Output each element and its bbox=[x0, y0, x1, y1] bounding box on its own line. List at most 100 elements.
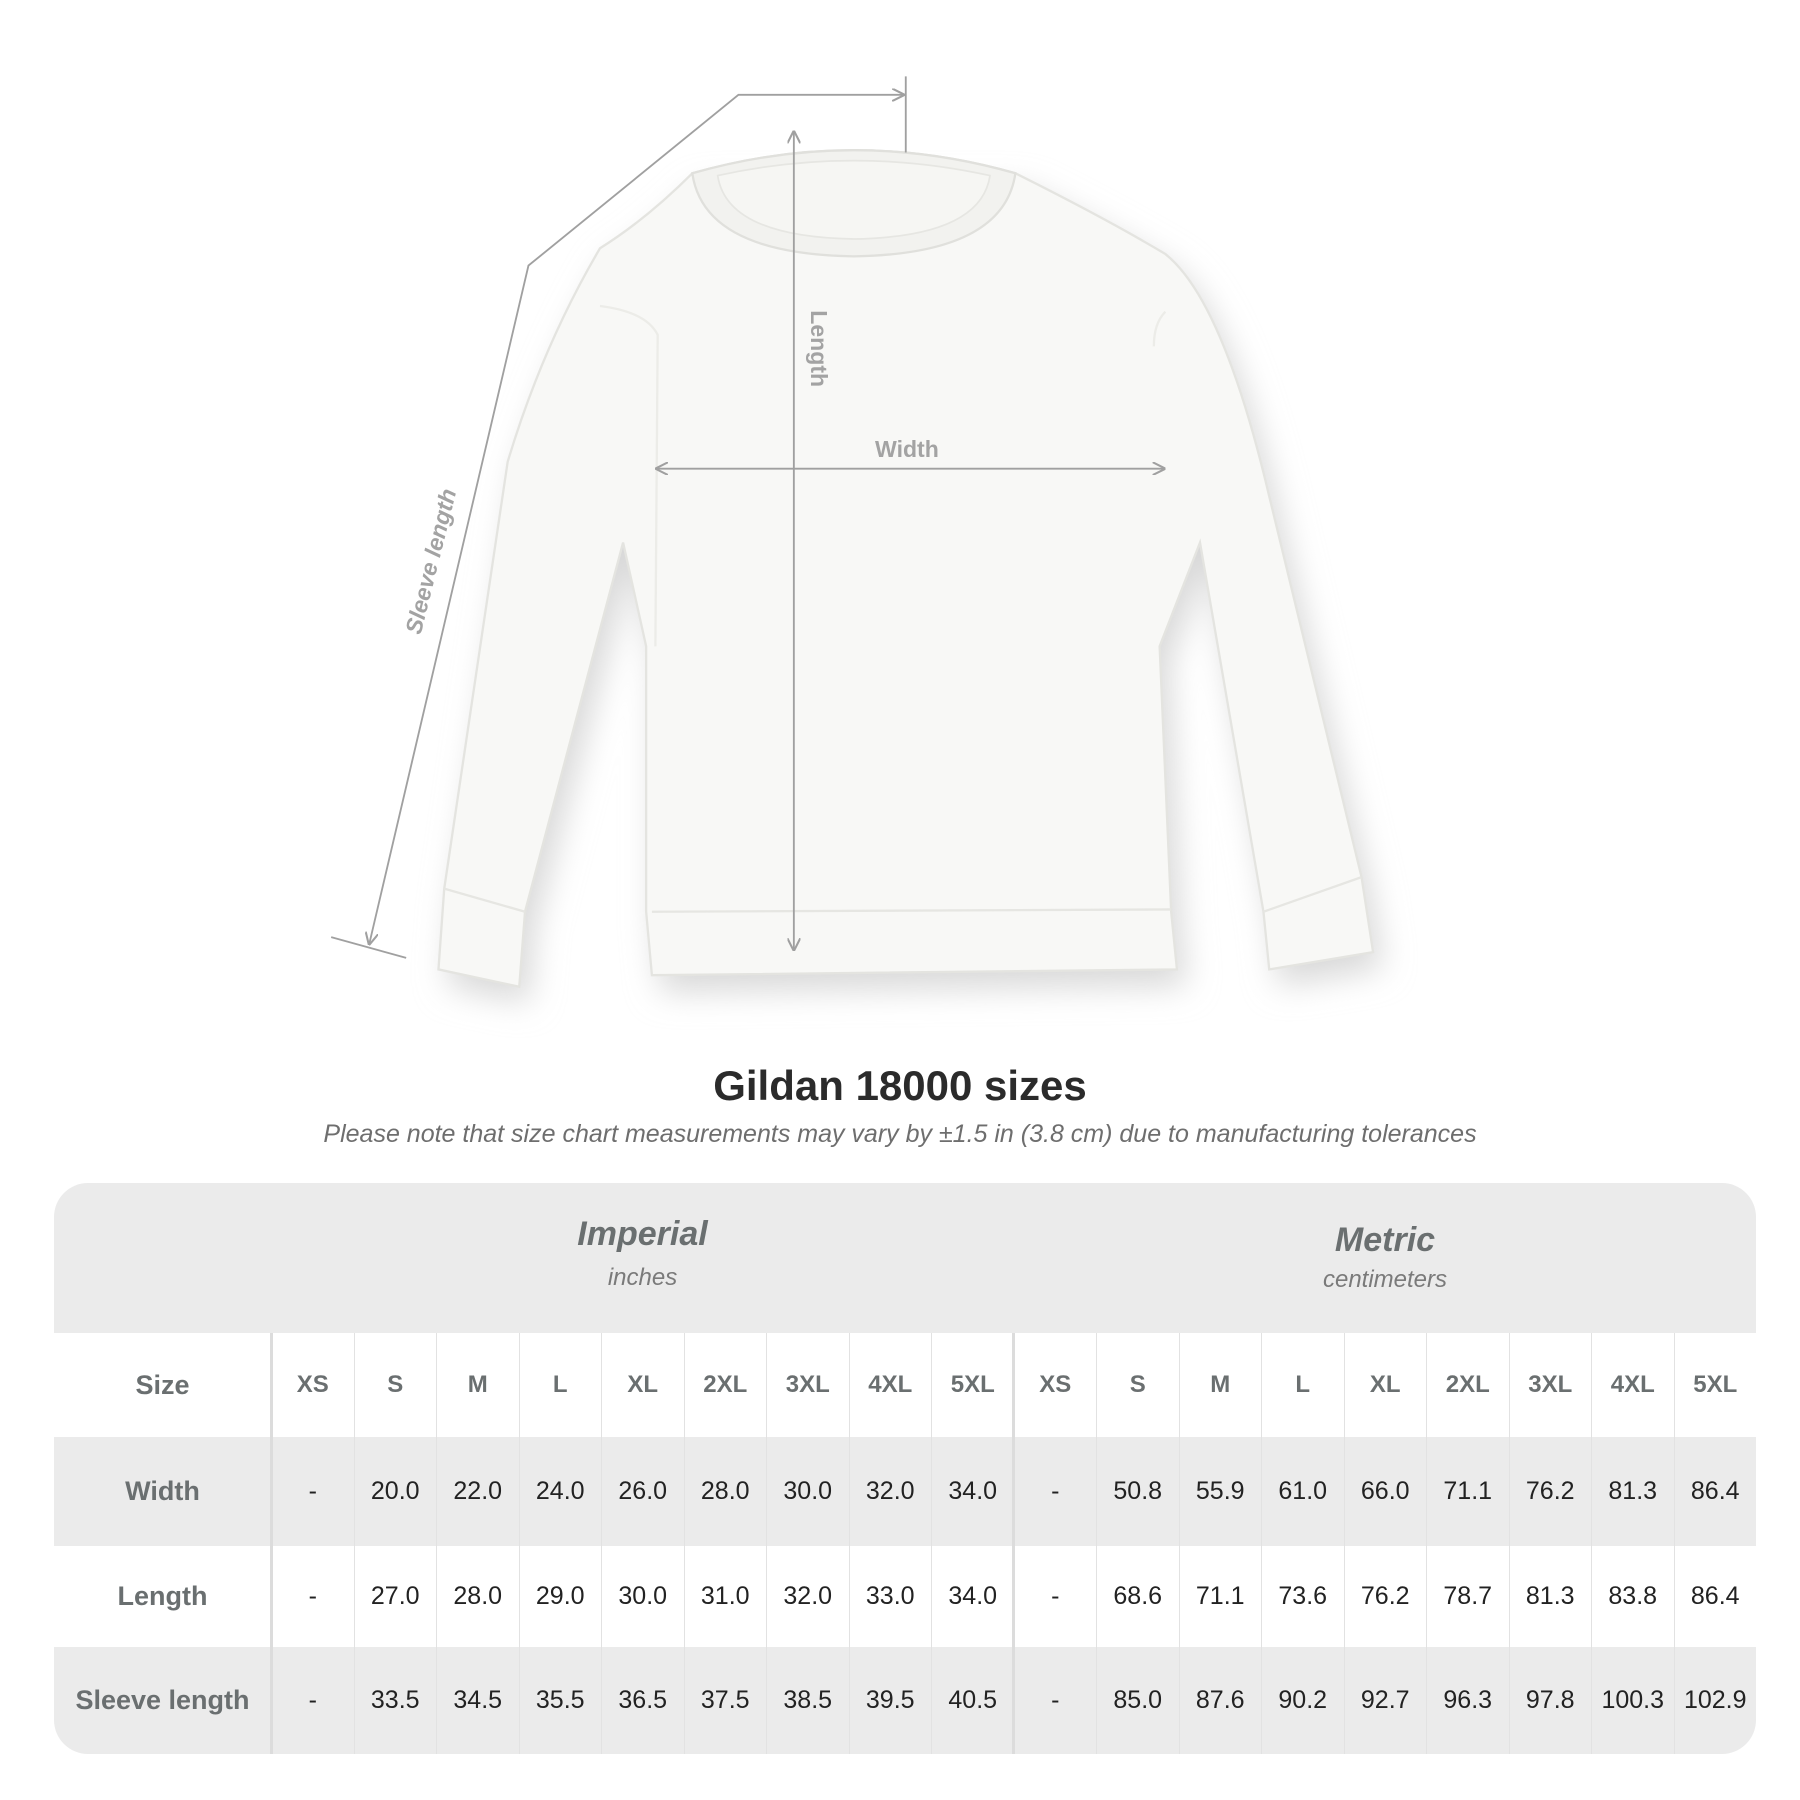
size-label: Size bbox=[135, 1369, 190, 1400]
value-cell: 81.3 bbox=[1508, 1546, 1592, 1647]
value-cell: 33.5 bbox=[353, 1647, 437, 1754]
value-cell: 66.0 bbox=[1343, 1437, 1427, 1546]
value-cell: 86.4 bbox=[1673, 1546, 1757, 1647]
size-header-cell: M bbox=[1178, 1333, 1262, 1437]
value-cell: 90.2 bbox=[1261, 1647, 1344, 1754]
value-cell: 32.0 bbox=[848, 1437, 932, 1546]
size-header-cell: 4XL bbox=[848, 1333, 932, 1437]
value-cell: 83.8 bbox=[1591, 1546, 1674, 1647]
metric-header: Metric centimeters bbox=[1014, 1183, 1756, 1333]
size-header-cell: XL bbox=[1343, 1333, 1427, 1437]
value-cell: - bbox=[1013, 1647, 1097, 1754]
table-row: Sleeve length -33.5 34.5 35.5 36.5 37.5 38.5 3… bbox=[54, 1647, 1756, 1754]
size-header-cell: M bbox=[436, 1333, 519, 1437]
size-header-cell: S bbox=[353, 1333, 437, 1437]
value-cell: 29.0 bbox=[518, 1546, 602, 1647]
value-cell: 31.0 bbox=[683, 1546, 767, 1647]
measurement-lines bbox=[330, 76, 1164, 959]
row-label: Length bbox=[117, 1581, 208, 1611]
value-cell: - bbox=[1013, 1546, 1097, 1647]
value-cell: 55.9 bbox=[1178, 1437, 1262, 1546]
sleeve-bottom-tick bbox=[330, 936, 407, 959]
imperial-title: Imperial bbox=[577, 1215, 708, 1253]
value-cell: 76.2 bbox=[1508, 1437, 1592, 1546]
size-header-cell: 2XL bbox=[1426, 1333, 1509, 1437]
size-header-cell: 4XL bbox=[1591, 1333, 1674, 1437]
size-header-cell: 3XL bbox=[766, 1333, 849, 1437]
value-cell: 35.5 bbox=[518, 1647, 602, 1754]
row-band bbox=[54, 1437, 1756, 1546]
row-band bbox=[54, 1647, 1756, 1754]
value-cell: 22.0 bbox=[436, 1437, 519, 1546]
value-cell: 37.5 bbox=[683, 1647, 767, 1754]
value-cell: 26.0 bbox=[601, 1437, 684, 1546]
sleeve-line bbox=[369, 95, 903, 944]
value-cell: 39.5 bbox=[848, 1647, 932, 1754]
size-header-cell: L bbox=[1261, 1333, 1344, 1437]
size-header-cell: 3XL bbox=[1508, 1333, 1592, 1437]
sweatshirt-illustration: Length Width Sleeve length bbox=[330, 76, 1383, 1003]
value-cell: 71.1 bbox=[1178, 1546, 1262, 1647]
page-title: Gildan 18000 sizes bbox=[713, 1062, 1087, 1109]
value-cell: - bbox=[271, 1546, 354, 1647]
value-cell: 34.0 bbox=[931, 1437, 1014, 1546]
value-cell: 86.4 bbox=[1673, 1437, 1757, 1546]
value-cell: 97.8 bbox=[1508, 1647, 1592, 1754]
value-cell: 100.3 bbox=[1591, 1647, 1674, 1754]
imperial-header: Imperial inches bbox=[271, 1183, 1014, 1333]
value-cell: 20.0 bbox=[353, 1437, 437, 1546]
value-cell: 81.3 bbox=[1591, 1437, 1674, 1546]
value-cell: 40.5 bbox=[931, 1647, 1014, 1754]
column-divider bbox=[270, 1333, 273, 1754]
length-label: Length bbox=[806, 310, 832, 387]
row-label: Width bbox=[125, 1476, 200, 1506]
size-header-cell: XS bbox=[1013, 1333, 1097, 1437]
value-cell: 73.6 bbox=[1261, 1546, 1344, 1647]
value-cell: 34.5 bbox=[436, 1647, 519, 1754]
width-label: Width bbox=[875, 436, 939, 462]
value-cell: 33.0 bbox=[848, 1546, 932, 1647]
value-cell: 36.5 bbox=[601, 1647, 684, 1754]
value-cell: 28.0 bbox=[683, 1437, 767, 1546]
sleeve-length-label: Sleeve length bbox=[400, 486, 461, 637]
value-cell: 24.0 bbox=[518, 1437, 602, 1546]
imperial-unit: inches bbox=[607, 1264, 678, 1291]
value-cell: 78.7 bbox=[1426, 1546, 1509, 1647]
value-cell: 76.2 bbox=[1343, 1546, 1427, 1647]
value-cell: 85.0 bbox=[1096, 1647, 1179, 1754]
value-cell: 68.6 bbox=[1096, 1546, 1179, 1647]
size-header-cell: 2XL bbox=[683, 1333, 767, 1437]
table-row: Length -27.0 28.0 29.0 30.0 31.0 32.0 33.0 34.0… bbox=[54, 1546, 1756, 1647]
value-cell: 61.0 bbox=[1261, 1437, 1344, 1546]
tolerance-note: Please note that size chart measurements… bbox=[323, 1120, 1477, 1148]
metric-title: Metric bbox=[1334, 1221, 1436, 1259]
value-cell: - bbox=[271, 1647, 354, 1754]
value-cell: 30.0 bbox=[601, 1546, 684, 1647]
size-header-cell: XS bbox=[271, 1333, 354, 1437]
size-table: Imperial inches Metric centimeters Size … bbox=[54, 1183, 1756, 1754]
value-cell: 30.0 bbox=[766, 1437, 849, 1546]
size-row: Size XS S M L XL 2XL 3XL 4XL 5XL XS S M L XL 2XL 3XL 4XL… bbox=[54, 1333, 1756, 1437]
size-header-cell: 5XL bbox=[1673, 1333, 1757, 1437]
value-cell: - bbox=[1013, 1437, 1097, 1546]
value-cell: 102.9 bbox=[1673, 1647, 1757, 1754]
value-cell: 34.0 bbox=[931, 1546, 1014, 1647]
sweatshirt-body bbox=[437, 149, 1375, 989]
column-divider bbox=[1012, 1333, 1015, 1754]
header-band bbox=[54, 1183, 1756, 1333]
value-cell: 92.7 bbox=[1343, 1647, 1427, 1754]
value-cell: 27.0 bbox=[353, 1546, 437, 1647]
value-cell: 28.0 bbox=[436, 1546, 519, 1647]
size-header-cell: L bbox=[518, 1333, 602, 1437]
value-cell: 38.5 bbox=[766, 1647, 849, 1754]
row-label: Sleeve length bbox=[75, 1685, 250, 1715]
value-cell: 50.8 bbox=[1096, 1437, 1179, 1546]
value-cell: 96.3 bbox=[1426, 1647, 1509, 1754]
value-cell: 32.0 bbox=[766, 1546, 849, 1647]
size-header-cell: S bbox=[1096, 1333, 1179, 1437]
value-cell: 87.6 bbox=[1178, 1647, 1262, 1754]
size-header-cell: 5XL bbox=[931, 1333, 1014, 1437]
value-cell: 71.1 bbox=[1426, 1437, 1509, 1546]
metric-unit: centimeters bbox=[1322, 1266, 1448, 1293]
size-header-cell: XL bbox=[601, 1333, 684, 1437]
